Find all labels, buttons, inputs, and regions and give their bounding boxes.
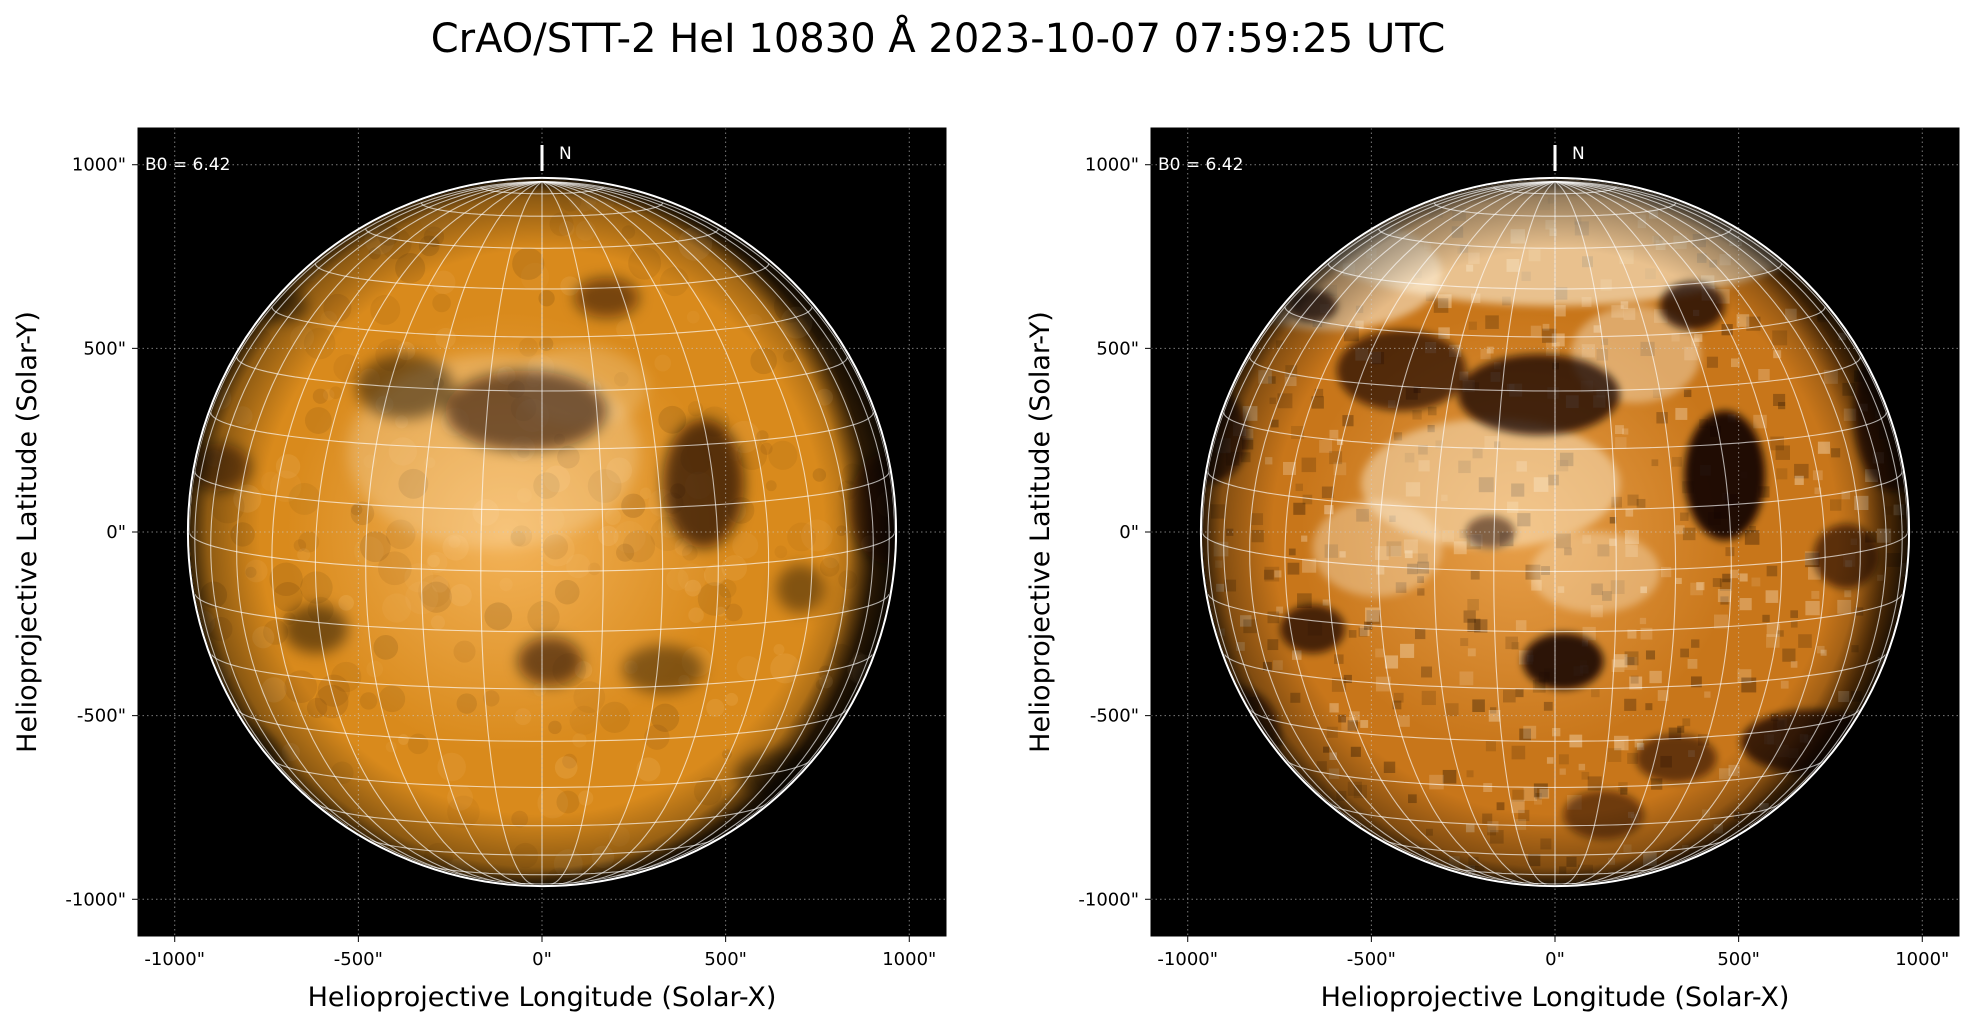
longitude-line: [1554, 181, 1677, 885]
panel-left: N B0 = 6.42 -1000" -500" 0" 500" 1000" 1000" 500…: [12, 127, 947, 1013]
x-axis-label: Helioprojective Longitude (Solar-X): [308, 982, 777, 1013]
x-tick-label: -1000": [1157, 949, 1218, 970]
figure-title: CrAO/STT-2 HeI 10830 Å 2023-10-07 07:59:…: [431, 14, 1446, 62]
y-tick-label: 1000": [72, 155, 126, 176]
longitude-line: [1554, 181, 1617, 885]
longitude-line: [420, 181, 543, 885]
longitude-line: [541, 181, 895, 533]
x-tick-label: -1000": [144, 949, 205, 970]
y-tick-label: 1000": [1085, 155, 1139, 176]
longitude-line: [1207, 181, 1556, 827]
longitude-line: [1433, 181, 1556, 885]
heliographic-grid: [1202, 181, 1908, 885]
longitude-line: [1554, 181, 1861, 878]
longitude-line: [1554, 181, 1887, 867]
b0-label: B0 = 6.42: [145, 155, 230, 175]
y-tick-label: -1000": [1078, 889, 1139, 910]
longitude-line: [1223, 181, 1556, 867]
north-label: N: [1572, 144, 1585, 164]
longitude-line: [541, 181, 848, 878]
y-tick-label: 0": [1119, 522, 1139, 543]
longitude-line: [194, 181, 543, 827]
longitude-line: [1554, 181, 1903, 827]
longitude-line: [541, 181, 874, 867]
x-tick-label: 500": [1717, 949, 1760, 970]
longitude-line: [1554, 181, 1783, 883]
x-axis-label: Helioprojective Longitude (Solar-X): [1321, 982, 1790, 1013]
y-axis-label: Helioprojective Latitude (Solar-Y): [1025, 311, 1056, 753]
y-tick-label: 500": [83, 338, 126, 359]
b0-label: B0 = 6.42: [1158, 155, 1243, 175]
longitude-line: [1284, 181, 1556, 882]
panel-right: N B0 = 6.42 -1000" -500" 0" 500" 1000" 1000" 500…: [1025, 127, 1960, 1013]
longitude-line: [1202, 181, 1556, 533]
y-tick-label: 0": [106, 522, 126, 543]
north-label: N: [559, 144, 572, 164]
longitude-line: [236, 181, 543, 878]
longitude-line: [189, 181, 543, 533]
longitude-line: [1327, 181, 1556, 883]
x-tick-label: 0": [1545, 949, 1565, 970]
longitude-line: [210, 181, 543, 867]
longitude-line: [271, 181, 543, 882]
x-tick-label: -500": [1347, 949, 1396, 970]
longitude-line: [541, 181, 813, 882]
longitude-line: [314, 181, 543, 883]
longitude-line: [541, 181, 890, 827]
longitude-line: [541, 181, 719, 885]
heliographic-grid: [189, 181, 895, 885]
longitude-line: [1493, 181, 1556, 885]
x-tick-label: 1000": [882, 949, 936, 970]
y-tick-label: -500": [77, 706, 126, 727]
y-tick-label: -500": [1090, 706, 1139, 727]
y-tick-label: -1000": [65, 889, 126, 910]
longitude-line: [541, 181, 604, 885]
y-tick-label: 500": [1096, 338, 1139, 359]
x-tick-label: 0": [532, 949, 552, 970]
longitude-line: [1554, 181, 1732, 885]
longitude-line: [365, 181, 543, 885]
longitude-line: [1554, 181, 1826, 882]
x-tick-label: -500": [334, 949, 383, 970]
x-tick-label: 1000": [1895, 949, 1949, 970]
longitude-line: [541, 181, 664, 885]
x-tick-label: 500": [704, 949, 747, 970]
longitude-line: [480, 181, 543, 885]
longitude-line: [1249, 181, 1556, 878]
longitude-line: [1554, 181, 1908, 533]
longitude-line: [541, 181, 770, 883]
y-axis-label: Helioprojective Latitude (Solar-Y): [12, 311, 43, 753]
longitude-line: [1378, 181, 1556, 885]
